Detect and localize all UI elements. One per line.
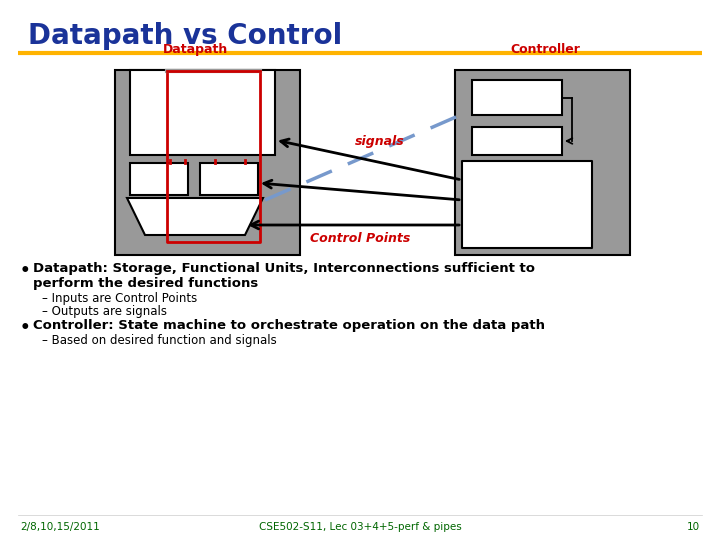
Bar bbox=[472, 80, 562, 115]
Polygon shape bbox=[127, 198, 263, 235]
Text: •: • bbox=[20, 262, 31, 280]
Text: Datapath: Datapath bbox=[163, 43, 228, 56]
Text: – Based on desired function and signals: – Based on desired function and signals bbox=[42, 334, 276, 347]
Text: Controller: State machine to orchestrate operation on the data path: Controller: State machine to orchestrate… bbox=[33, 319, 545, 332]
Text: Control Points: Control Points bbox=[310, 232, 410, 245]
Text: •: • bbox=[20, 319, 31, 337]
Text: signals: signals bbox=[355, 135, 405, 148]
Text: CSE502-S11, Lec 03+4+5-perf & pipes: CSE502-S11, Lec 03+4+5-perf & pipes bbox=[258, 522, 462, 532]
Text: 2/8,10,15/2011: 2/8,10,15/2011 bbox=[20, 522, 100, 532]
Text: Datapath vs Control: Datapath vs Control bbox=[28, 22, 342, 50]
Bar bbox=[130, 70, 275, 155]
Bar bbox=[455, 70, 630, 255]
Text: perform the desired functions: perform the desired functions bbox=[33, 277, 258, 290]
Text: – Inputs are Control Points: – Inputs are Control Points bbox=[42, 292, 197, 305]
Bar bbox=[130, 163, 188, 195]
Text: Datapath: Storage, Functional Units, Interconnections sufficient to: Datapath: Storage, Functional Units, Int… bbox=[33, 262, 535, 275]
Text: Controller: Controller bbox=[510, 43, 580, 56]
Text: – Outputs are signals: – Outputs are signals bbox=[42, 305, 167, 318]
Bar bbox=[200, 163, 258, 195]
Bar bbox=[462, 161, 592, 248]
Bar bbox=[115, 70, 300, 255]
Text: 10: 10 bbox=[687, 522, 700, 532]
Bar bbox=[472, 127, 562, 155]
